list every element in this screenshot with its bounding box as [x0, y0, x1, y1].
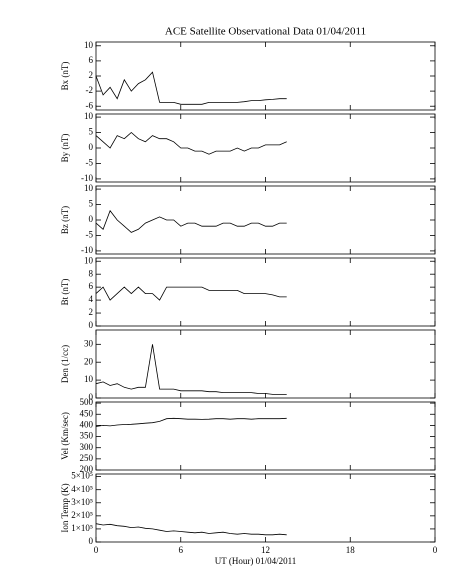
y-tick-label: -10	[81, 173, 93, 183]
y-axis-label: Bx (nT)	[60, 62, 70, 91]
y-tick-label: 350	[80, 431, 94, 441]
y-tick-label: 450	[80, 408, 94, 418]
y-tick-label: 6	[89, 281, 94, 291]
y-tick-label: 4×10⁵	[71, 484, 93, 494]
y-axis-label: Bt (nT)	[60, 279, 70, 306]
y-tick-label: 4	[89, 294, 94, 304]
plot-frame	[95, 473, 436, 543]
plot-frame	[95, 257, 436, 327]
plot-frame	[95, 401, 436, 471]
y-tick-label: 2	[89, 307, 94, 317]
y-tick-label: 6	[89, 55, 94, 65]
y-tick-label: 5	[89, 127, 94, 137]
y-tick-label: -5	[86, 230, 94, 240]
y-tick-label: -6	[86, 100, 94, 110]
y-tick-label: 2×10⁵	[71, 510, 93, 520]
y-tick-label: 0	[89, 214, 94, 224]
plot-frame	[95, 329, 436, 399]
data-line	[95, 209, 287, 233]
data-line	[95, 523, 287, 536]
y-axis-label: Ion Temp (K)	[60, 483, 70, 532]
y-tick-label: 5×10⁵	[71, 471, 93, 481]
y-axis-label: By (nT)	[60, 134, 70, 163]
data-line	[95, 131, 287, 155]
x-tick-label: 6	[179, 545, 184, 555]
y-axis-label: Bz (nT)	[60, 206, 70, 234]
y-tick-label: 10	[84, 40, 94, 50]
data-line	[95, 344, 287, 395]
y-tick-label: 20	[84, 356, 94, 366]
data-line	[95, 71, 287, 105]
y-tick-label: 400	[80, 419, 94, 429]
y-tick-label: 250	[80, 453, 94, 463]
y-tick-label: 300	[80, 442, 94, 452]
plot-frame	[95, 113, 436, 183]
plot-frame	[95, 185, 436, 255]
y-tick-label: 30	[84, 338, 94, 348]
y-tick-label: 500	[80, 397, 94, 407]
x-tick-label: 0	[433, 545, 438, 555]
y-tick-label: 3×10⁵	[71, 497, 93, 507]
y-tick-label: 2	[89, 70, 94, 80]
y-tick-label: -10	[81, 245, 93, 255]
y-tick-label: 0	[89, 392, 94, 402]
y-tick-label: 10	[84, 374, 94, 384]
y-tick-label: 1×10⁵	[71, 523, 93, 533]
data-line	[95, 286, 287, 301]
y-tick-label: 8	[89, 268, 94, 278]
y-tick-label: -2	[86, 85, 94, 95]
y-axis-label: Vel (Km/sec)	[60, 412, 70, 460]
data-line	[95, 417, 287, 427]
y-tick-label: 10	[84, 111, 94, 121]
y-tick-label: 10	[84, 255, 94, 265]
y-tick-label: 10	[84, 183, 94, 193]
chart-title: ACE Satellite Observational Data 01/04/2…	[165, 26, 366, 38]
x-tick-label: 18	[346, 545, 356, 555]
y-tick-label: -5	[86, 158, 94, 168]
y-tick-label: 0	[89, 320, 94, 330]
x-tick-label: 12	[261, 545, 270, 555]
x-axis-label: UT (Hour) 01/04/2011	[215, 556, 297, 566]
x-tick-label: 0	[94, 545, 99, 555]
y-tick-label: 5	[89, 199, 94, 209]
y-tick-label: 0	[89, 142, 94, 152]
y-tick-label: 200	[80, 464, 94, 474]
y-tick-label: 0	[89, 536, 94, 546]
y-axis-label: Den (1/cc)	[60, 345, 70, 383]
